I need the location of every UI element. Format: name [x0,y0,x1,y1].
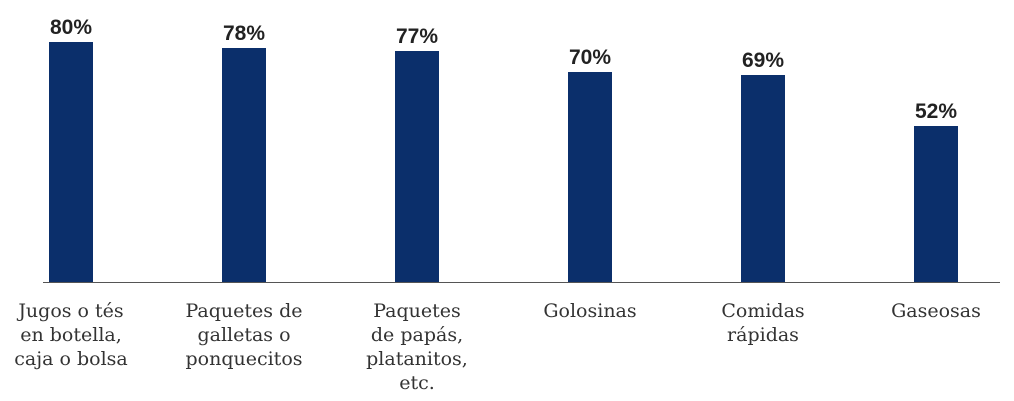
bar-value-label: 69% [742,49,784,72]
category-label: Gaseosas [891,300,981,322]
bar-value-label: 52% [915,100,957,123]
category-label: Jugos o tés en botella, caja o bolsa [14,300,127,370]
category-label-line: Golosinas [543,300,636,322]
bar [222,48,266,282]
category-label-line: Paquetes [373,300,461,322]
category-label: Paquetes de papás, platanitos, etc. [366,300,468,394]
category-label-line: de papás, [371,324,463,346]
bars-group [49,42,958,282]
bar [741,75,785,282]
category-label-line: en botella, [20,324,122,346]
bar-value-label: 78% [223,22,265,45]
bar-value-label: 77% [396,25,438,48]
bar-value-label: 80% [50,16,92,39]
bar [395,51,439,282]
category-label-line: etc. [399,372,435,394]
category-label-line: Paquetes de [186,300,303,322]
bar-value-label: 70% [569,46,611,69]
value-labels-group: 80% 78% 77% 70% 69% 52% [50,16,957,123]
bar [49,42,93,282]
category-label: Comidas rápidas [721,300,804,346]
category-label: Paquetes de galletas o ponquecitos [185,300,302,370]
category-label: Golosinas [543,300,636,322]
category-label-line: galletas o [197,324,290,346]
category-label-line: Jugos o tés [16,300,123,322]
category-label-line: rápidas [727,324,799,346]
bar [568,72,612,282]
category-label-line: Comidas [721,300,804,322]
category-label-line: caja o bolsa [14,348,127,370]
bar [914,126,958,282]
category-label-line: Gaseosas [891,300,981,322]
category-label-line: platanitos, [366,348,468,370]
category-labels-group: Jugos o tés en botella, caja o bolsa Paquet… [14,300,981,394]
category-label-line: ponquecitos [185,348,302,370]
